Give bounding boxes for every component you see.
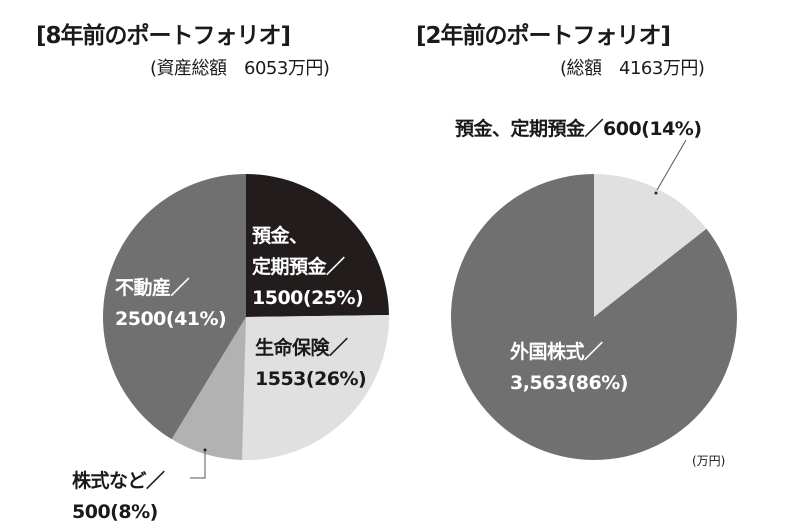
label-real-estate: 不動産／ 2500(41%) (115, 273, 227, 335)
label-deposits-1: 預金、 定期預金／ 1500(25%) (252, 221, 364, 314)
label-foreign-stocks: 外国株式／ 3,563(86%) (510, 337, 628, 399)
label-line: 外国株式／ (510, 341, 603, 363)
pie-slice-3 (102, 174, 246, 440)
chart1-title: [8年前のポートフォリオ] (36, 23, 291, 49)
label-line: 預金、 (252, 225, 308, 247)
label-line: 不動産／ (115, 277, 190, 299)
label-stocks: 株式など／ 500(8%) (72, 466, 165, 528)
label-line: 1553(26%) (255, 368, 367, 390)
pie-slice-1 (242, 315, 389, 460)
pie-chart-8-years-ago (102, 174, 389, 460)
leader-line-deposits-2 (656, 139, 687, 191)
label-deposits-2: 預金、定期預金／600(14%) (455, 114, 702, 145)
pie-slice-0 (594, 174, 707, 317)
label-line: 生命保険／ (255, 337, 348, 359)
label-line: 3,563(86%) (510, 372, 628, 394)
leader-line-stocks (190, 452, 206, 479)
label-line: 株式など／ (72, 470, 165, 492)
pie-slice-2 (171, 317, 246, 460)
pie-chart-2-years-ago (450, 174, 737, 461)
chart2-subtitle: (総額 4163万円) (560, 58, 705, 79)
label-line: 500(8%) (72, 501, 158, 523)
leader-dot-stocks (203, 448, 207, 452)
label-line: 定期預金／ (252, 256, 345, 278)
pie-slice-0 (246, 174, 389, 317)
label-line: 預金、定期預金／600(14%) (455, 118, 702, 140)
pie-slice-1 (450, 174, 737, 461)
chart1-subtitle: (資産総額 6053万円) (150, 58, 330, 79)
label-line: 2500(41%) (115, 308, 227, 330)
chart2-title: [2年前のポートフォリオ] (416, 23, 671, 49)
label-life-insurance: 生命保険／ 1553(26%) (255, 333, 367, 395)
label-line: 1500(25%) (252, 287, 364, 309)
unit-label: (万円) (692, 454, 726, 468)
leader-dot-deposits-2 (654, 191, 658, 195)
